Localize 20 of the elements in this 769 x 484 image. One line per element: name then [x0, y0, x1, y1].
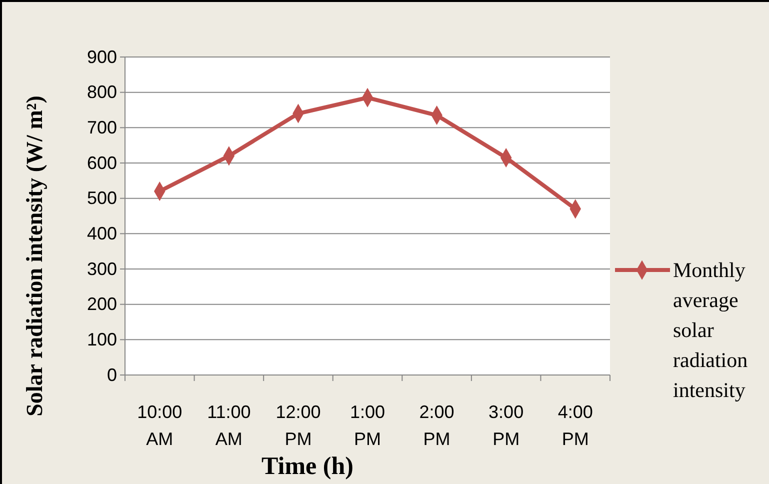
y-tick-label: 600 [86, 152, 117, 173]
y-tick-label: 0 [106, 364, 117, 385]
x-axis-title: Time (h) [262, 453, 354, 480]
legend-label: Monthly average solar radiation intensity [673, 258, 748, 402]
x-tick-label: 1:00 PM [350, 402, 386, 449]
x-tick-label: 4:00 PM [558, 402, 593, 449]
x-tick-label: 10:00 AM [137, 402, 182, 449]
y-tick-label: 900 [86, 46, 117, 67]
y-tick-label: 400 [86, 223, 117, 244]
x-tick-label: 11:00 AM [207, 402, 251, 449]
y-tick-label: 200 [86, 294, 117, 314]
y-tick-label: 100 [86, 329, 117, 350]
x-tick-label: 12:00 PM [276, 402, 321, 449]
x-tick-label: 2:00 PM [419, 402, 454, 449]
x-tick-label: 3:00 PM [488, 402, 524, 449]
y-tick-label: 800 [86, 82, 117, 102]
y-tick-label: 300 [86, 258, 117, 279]
y-tick-label: 500 [86, 188, 117, 208]
y-axis-title: Solar radiation intensity (W/ m²) [22, 96, 47, 416]
y-tick-label: 700 [86, 117, 117, 138]
